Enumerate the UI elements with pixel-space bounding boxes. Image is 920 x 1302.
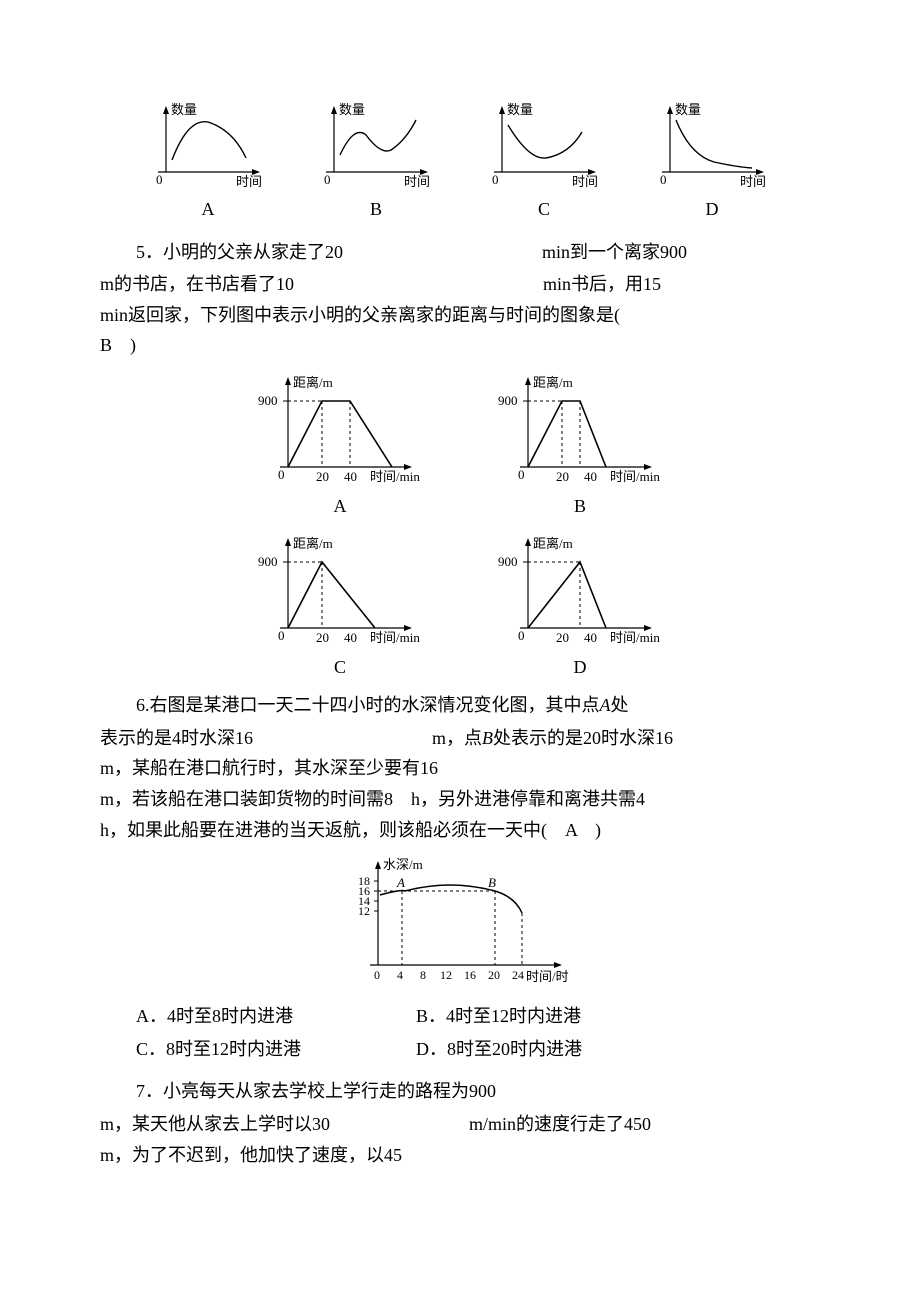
q4-label-c: C: [474, 194, 614, 225]
q5-line3: min返回家，下列图中表示小明的父亲离家的距离与时间的图象是(: [100, 300, 820, 331]
q4-chart-b: 数量 时间 0: [306, 100, 446, 190]
svg-text:16: 16: [464, 968, 476, 982]
q7-line3: m，为了不迟到，他加快了速度，以45: [100, 1140, 820, 1171]
q6-option-d: D．8时至20时内进港: [416, 1034, 582, 1065]
q6-chart: 水深/m 时间/时 18 16 14 12 0 4 8 12 16 20 24 …: [330, 853, 590, 993]
q5-line4: B ): [100, 330, 820, 361]
svg-text:时间/时: 时间/时: [526, 969, 569, 984]
svg-text:水深/m: 水深/m: [383, 857, 423, 872]
svg-text:24: 24: [512, 968, 524, 982]
svg-text:20: 20: [316, 469, 329, 484]
svg-text:40: 40: [344, 469, 357, 484]
q5-graph-c: 距离/m 时间/min 0 900 20 40: [250, 530, 430, 650]
svg-text:0: 0: [660, 172, 667, 187]
svg-text:时间/min: 时间/min: [610, 630, 660, 645]
svg-text:40: 40: [344, 630, 357, 645]
svg-text:8: 8: [420, 968, 426, 982]
svg-text:0: 0: [324, 172, 331, 187]
q6-line4: m，若该船在港口装卸货物的时间需8 h，另外进港停靠和离港共需4: [100, 784, 820, 815]
q4-label-d: D: [642, 194, 782, 225]
q5-line2: m的书店，在书店看了10 min书后，用15: [100, 269, 820, 300]
svg-text:0: 0: [278, 467, 285, 482]
q4-d-ylabel: 数量: [675, 102, 701, 117]
svg-text:0: 0: [518, 628, 525, 643]
q4-chart-c: 数量 时间 0: [474, 100, 614, 190]
q4-chart-d: 数量 时间 0: [642, 100, 782, 190]
q4-d-xlabel: 时间: [740, 174, 766, 189]
svg-text:900: 900: [498, 393, 518, 408]
svg-text:距离/m: 距离/m: [533, 375, 573, 390]
q6-line2: 表示的是4时水深16 m，点B处表示的是20时水深16: [100, 723, 820, 754]
q5-graph-d: 距离/m 时间/min 0 900 20 40: [490, 530, 670, 650]
svg-text:40: 40: [584, 630, 597, 645]
q6-option-b: B．4时至12时内进港: [416, 1001, 581, 1032]
q5-graphs-row2: 距离/m 时间/min 0 900 20 40 距离/m 时间/min 0 90…: [100, 530, 820, 650]
q6-option-c: C．8时至12时内进港: [136, 1034, 416, 1065]
svg-text:12: 12: [358, 904, 370, 918]
q4-label-b: B: [306, 194, 446, 225]
q6-line3: m，某船在港口航行时，其水深至少要有16: [100, 753, 820, 784]
svg-text:12: 12: [440, 968, 452, 982]
svg-text:0: 0: [374, 968, 380, 982]
svg-text:900: 900: [258, 393, 278, 408]
svg-text:900: 900: [498, 554, 518, 569]
q6-line1: 6.右图是某港口一天二十四小时的水深情况变化图，其中点A处: [100, 690, 820, 721]
svg-text:0: 0: [156, 172, 163, 187]
q4-a-ylabel: 数量: [171, 102, 197, 117]
q6-line5: h，如果此船要在进港的当天返航，则该船必须在一天中( A ): [100, 815, 820, 846]
svg-text:时间/min: 时间/min: [610, 469, 660, 484]
q5-line1: 5．小明的父亲从家走了20 min到一个离家900: [100, 237, 820, 268]
svg-text:B: B: [488, 875, 496, 890]
svg-text:20: 20: [556, 469, 569, 484]
q4-b-ylabel: 数量: [339, 102, 365, 117]
svg-text:距离/m: 距离/m: [533, 536, 573, 551]
q4-c-ylabel: 数量: [507, 102, 533, 117]
q4-charts: 数量 时间 0 数量 时间 0 数量 时间 0 数量 时间 0: [100, 100, 820, 190]
q5-graph-a: 距离/m 时间/min 0 900 20 40: [250, 369, 430, 489]
q6-chart-container: 水深/m 时间/时 18 16 14 12 0 4 8 12 16 20 24 …: [100, 853, 820, 993]
q7-line1: 7．小亮每天从家去学校上学行走的路程为900: [100, 1076, 820, 1107]
q6-option-a: A．4时至8时内进港: [136, 1001, 416, 1032]
q4-chart-a: 数量 时间 0: [138, 100, 278, 190]
q6-options: A．4时至8时内进港 B．4时至12时内进港 C．8时至12时内进港 D．8时至…: [100, 1001, 820, 1064]
svg-text:20: 20: [488, 968, 500, 982]
svg-text:40: 40: [584, 469, 597, 484]
q5-label-b: B: [490, 491, 670, 522]
q4-b-xlabel: 时间: [404, 174, 430, 189]
q5-graph-b: 距离/m 时间/min 0 900 20 40: [490, 369, 670, 489]
q7-line2: m，某天他从家去上学时以30 m/min的速度行走了450: [100, 1109, 820, 1140]
svg-text:时间/min: 时间/min: [370, 630, 420, 645]
svg-text:距离/m: 距离/m: [293, 375, 333, 390]
q5-label-a: A: [250, 491, 430, 522]
svg-text:时间/min: 时间/min: [370, 469, 420, 484]
q5-graphs-row1: 距离/m 时间/min 0 900 20 40 距离/m 时间/min 0 90…: [100, 369, 820, 489]
q4-labels: A B C D: [100, 194, 820, 225]
q4-c-xlabel: 时间: [572, 174, 598, 189]
q4-label-a: A: [138, 194, 278, 225]
q5-labels-row1: A B: [100, 491, 820, 522]
svg-text:0: 0: [492, 172, 499, 187]
svg-text:0: 0: [518, 467, 525, 482]
q5-labels-row2: C D: [100, 652, 820, 683]
svg-text:900: 900: [258, 554, 278, 569]
q4-a-xlabel: 时间: [236, 174, 262, 189]
q5-label-d: D: [490, 652, 670, 683]
svg-text:4: 4: [397, 968, 403, 982]
svg-text:距离/m: 距离/m: [293, 536, 333, 551]
q5-label-c: C: [250, 652, 430, 683]
svg-text:20: 20: [316, 630, 329, 645]
svg-text:A: A: [396, 875, 405, 890]
svg-text:0: 0: [278, 628, 285, 643]
svg-text:20: 20: [556, 630, 569, 645]
